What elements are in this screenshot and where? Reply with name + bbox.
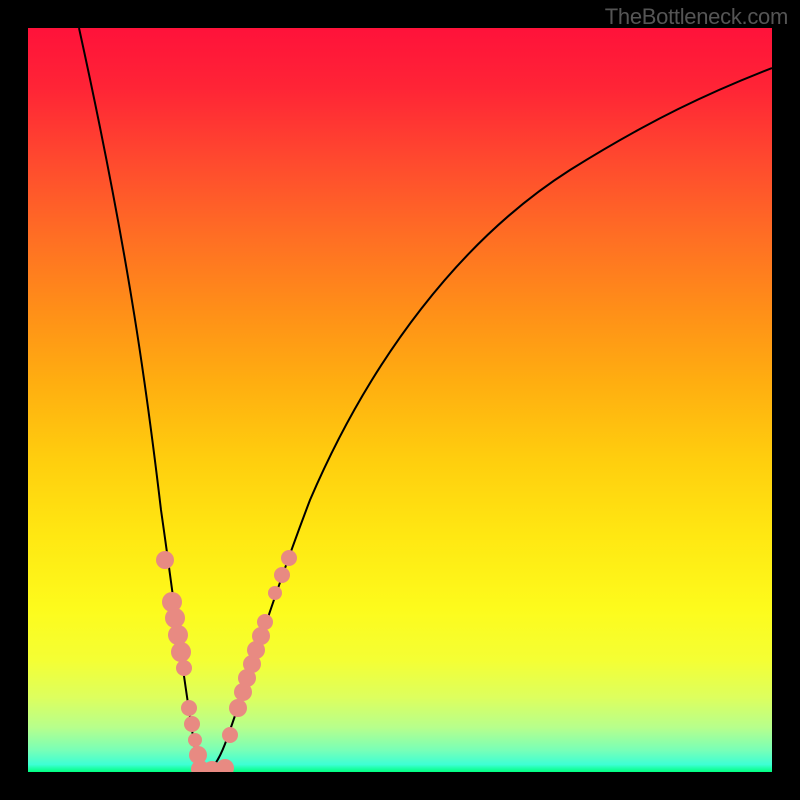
chart-svg: [0, 0, 800, 800]
marker-dot: [268, 586, 282, 600]
marker-dot: [229, 699, 247, 717]
marker-dot: [188, 733, 202, 747]
chart-frame: TheBottleneck.com: [0, 0, 800, 800]
marker-dot: [176, 660, 192, 676]
marker-dot: [274, 567, 290, 583]
marker-dot: [252, 627, 270, 645]
marker-dot: [165, 608, 185, 628]
marker-dot: [222, 727, 238, 743]
watermark-text: TheBottleneck.com: [605, 4, 788, 30]
marker-dot: [281, 550, 297, 566]
gradient-background: [28, 28, 772, 772]
marker-dot: [156, 551, 174, 569]
marker-dot: [257, 614, 273, 630]
marker-dot: [184, 716, 200, 732]
marker-dot: [171, 642, 191, 662]
marker-dot: [168, 625, 188, 645]
marker-dot: [181, 700, 197, 716]
